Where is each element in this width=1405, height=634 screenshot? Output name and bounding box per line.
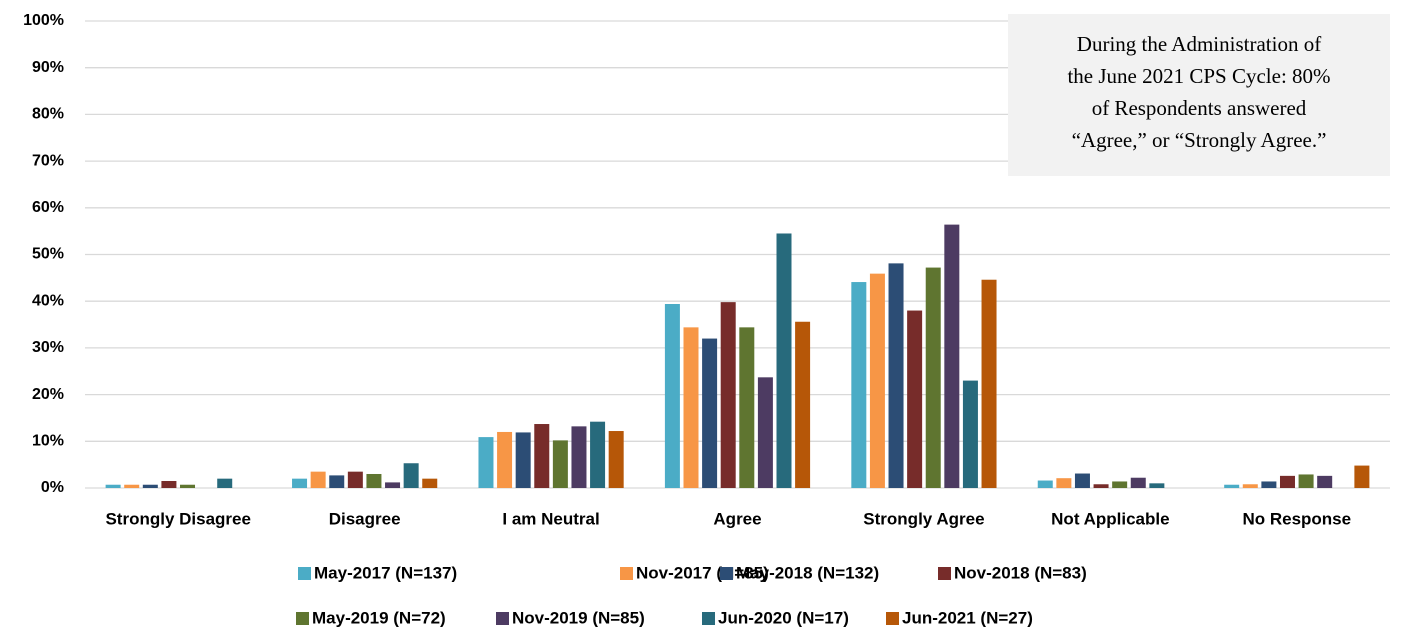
x-tick-label: No Response bbox=[1242, 509, 1351, 528]
legend-label: Nov-2018 (N=83) bbox=[954, 563, 1087, 582]
legend-label: May-2019 (N=72) bbox=[312, 608, 446, 627]
legend-label: Nov-2019 (N=85) bbox=[512, 608, 645, 627]
bar bbox=[925, 267, 941, 488]
y-tick-label: 30% bbox=[32, 339, 64, 356]
annotation-box bbox=[1008, 14, 1390, 176]
y-tick-label: 20% bbox=[32, 386, 64, 403]
bar bbox=[552, 440, 568, 488]
bar bbox=[1279, 475, 1295, 488]
legend-label: Jun-2020 (N=17) bbox=[718, 608, 849, 627]
bar bbox=[907, 310, 923, 488]
bar bbox=[795, 321, 811, 488]
bar bbox=[422, 478, 438, 488]
bar bbox=[1130, 477, 1146, 488]
bar bbox=[366, 473, 382, 488]
y-tick-label: 40% bbox=[32, 292, 64, 309]
bar bbox=[981, 279, 997, 488]
x-tick-label: Strongly Disagree bbox=[105, 509, 251, 528]
bar bbox=[888, 263, 904, 488]
bar bbox=[105, 484, 121, 488]
bar bbox=[478, 437, 494, 488]
legend-swatch bbox=[720, 567, 733, 580]
legend-label: May-2018 (N=132) bbox=[736, 563, 879, 582]
bar bbox=[534, 424, 550, 488]
bar bbox=[310, 471, 326, 488]
bar bbox=[1112, 481, 1128, 488]
annotation-text: During the Administration of bbox=[1077, 32, 1321, 56]
annotation-text: “Agree,” or “Strongly Agree.” bbox=[1072, 128, 1327, 152]
bar bbox=[944, 224, 960, 488]
bar bbox=[329, 475, 345, 488]
bar bbox=[571, 426, 587, 488]
bar bbox=[515, 432, 531, 488]
bar bbox=[683, 327, 699, 488]
legend-swatch bbox=[886, 612, 899, 625]
legend-swatch bbox=[938, 567, 951, 580]
bar bbox=[124, 484, 140, 488]
bar bbox=[664, 304, 680, 488]
legend-label: Nov-2017 (N=85) bbox=[636, 563, 769, 582]
bar bbox=[1242, 484, 1258, 488]
legend-swatch bbox=[298, 567, 311, 580]
bar bbox=[1261, 481, 1277, 488]
bar bbox=[1056, 478, 1072, 488]
y-tick-label: 10% bbox=[32, 433, 64, 450]
bar bbox=[142, 484, 158, 488]
bar bbox=[590, 421, 606, 488]
x-tick-label: I am Neutral bbox=[502, 509, 599, 528]
bar bbox=[720, 302, 736, 488]
bar bbox=[1224, 484, 1240, 488]
bar bbox=[1037, 480, 1053, 488]
bar bbox=[385, 482, 401, 488]
bar bbox=[776, 233, 792, 488]
bar bbox=[1298, 474, 1314, 488]
x-tick-label: Disagree bbox=[329, 509, 401, 528]
bar bbox=[739, 327, 755, 488]
bar bbox=[851, 282, 867, 488]
bar bbox=[608, 431, 624, 488]
y-tick-label: 50% bbox=[32, 246, 64, 263]
bar bbox=[1354, 465, 1370, 488]
y-tick-label: 60% bbox=[32, 199, 64, 216]
y-tick-label: 70% bbox=[32, 152, 64, 169]
annotation-text: the June 2021 CPS Cycle: 80% bbox=[1067, 64, 1330, 88]
y-tick-label: 0% bbox=[41, 479, 64, 496]
legend-swatch bbox=[702, 612, 715, 625]
bar bbox=[962, 380, 978, 488]
x-tick-label: Not Applicable bbox=[1051, 509, 1169, 528]
legend-label: Jun-2021 (N=27) bbox=[902, 608, 1033, 627]
bar bbox=[757, 377, 773, 488]
bar bbox=[1093, 484, 1109, 488]
x-tick-label: Strongly Agree bbox=[863, 509, 984, 528]
bar bbox=[292, 478, 308, 488]
bar bbox=[180, 484, 196, 488]
bar bbox=[161, 480, 177, 488]
legend-label: May-2017 (N=137) bbox=[314, 563, 457, 582]
bar bbox=[1074, 473, 1090, 488]
legend-swatch bbox=[620, 567, 633, 580]
bar bbox=[702, 338, 718, 488]
bar bbox=[347, 471, 363, 488]
y-tick-label: 90% bbox=[32, 59, 64, 76]
bar bbox=[403, 463, 419, 488]
y-tick-label: 100% bbox=[23, 12, 64, 29]
bar bbox=[217, 478, 233, 488]
bar bbox=[497, 431, 513, 488]
x-tick-label: Agree bbox=[713, 509, 761, 528]
bar bbox=[869, 273, 885, 488]
legend-swatch bbox=[496, 612, 509, 625]
y-tick-label: 80% bbox=[32, 106, 64, 123]
annotation-text: of Respondents answered bbox=[1092, 96, 1307, 120]
bar bbox=[1317, 475, 1333, 488]
bar bbox=[1149, 483, 1165, 488]
legend-swatch bbox=[296, 612, 309, 625]
